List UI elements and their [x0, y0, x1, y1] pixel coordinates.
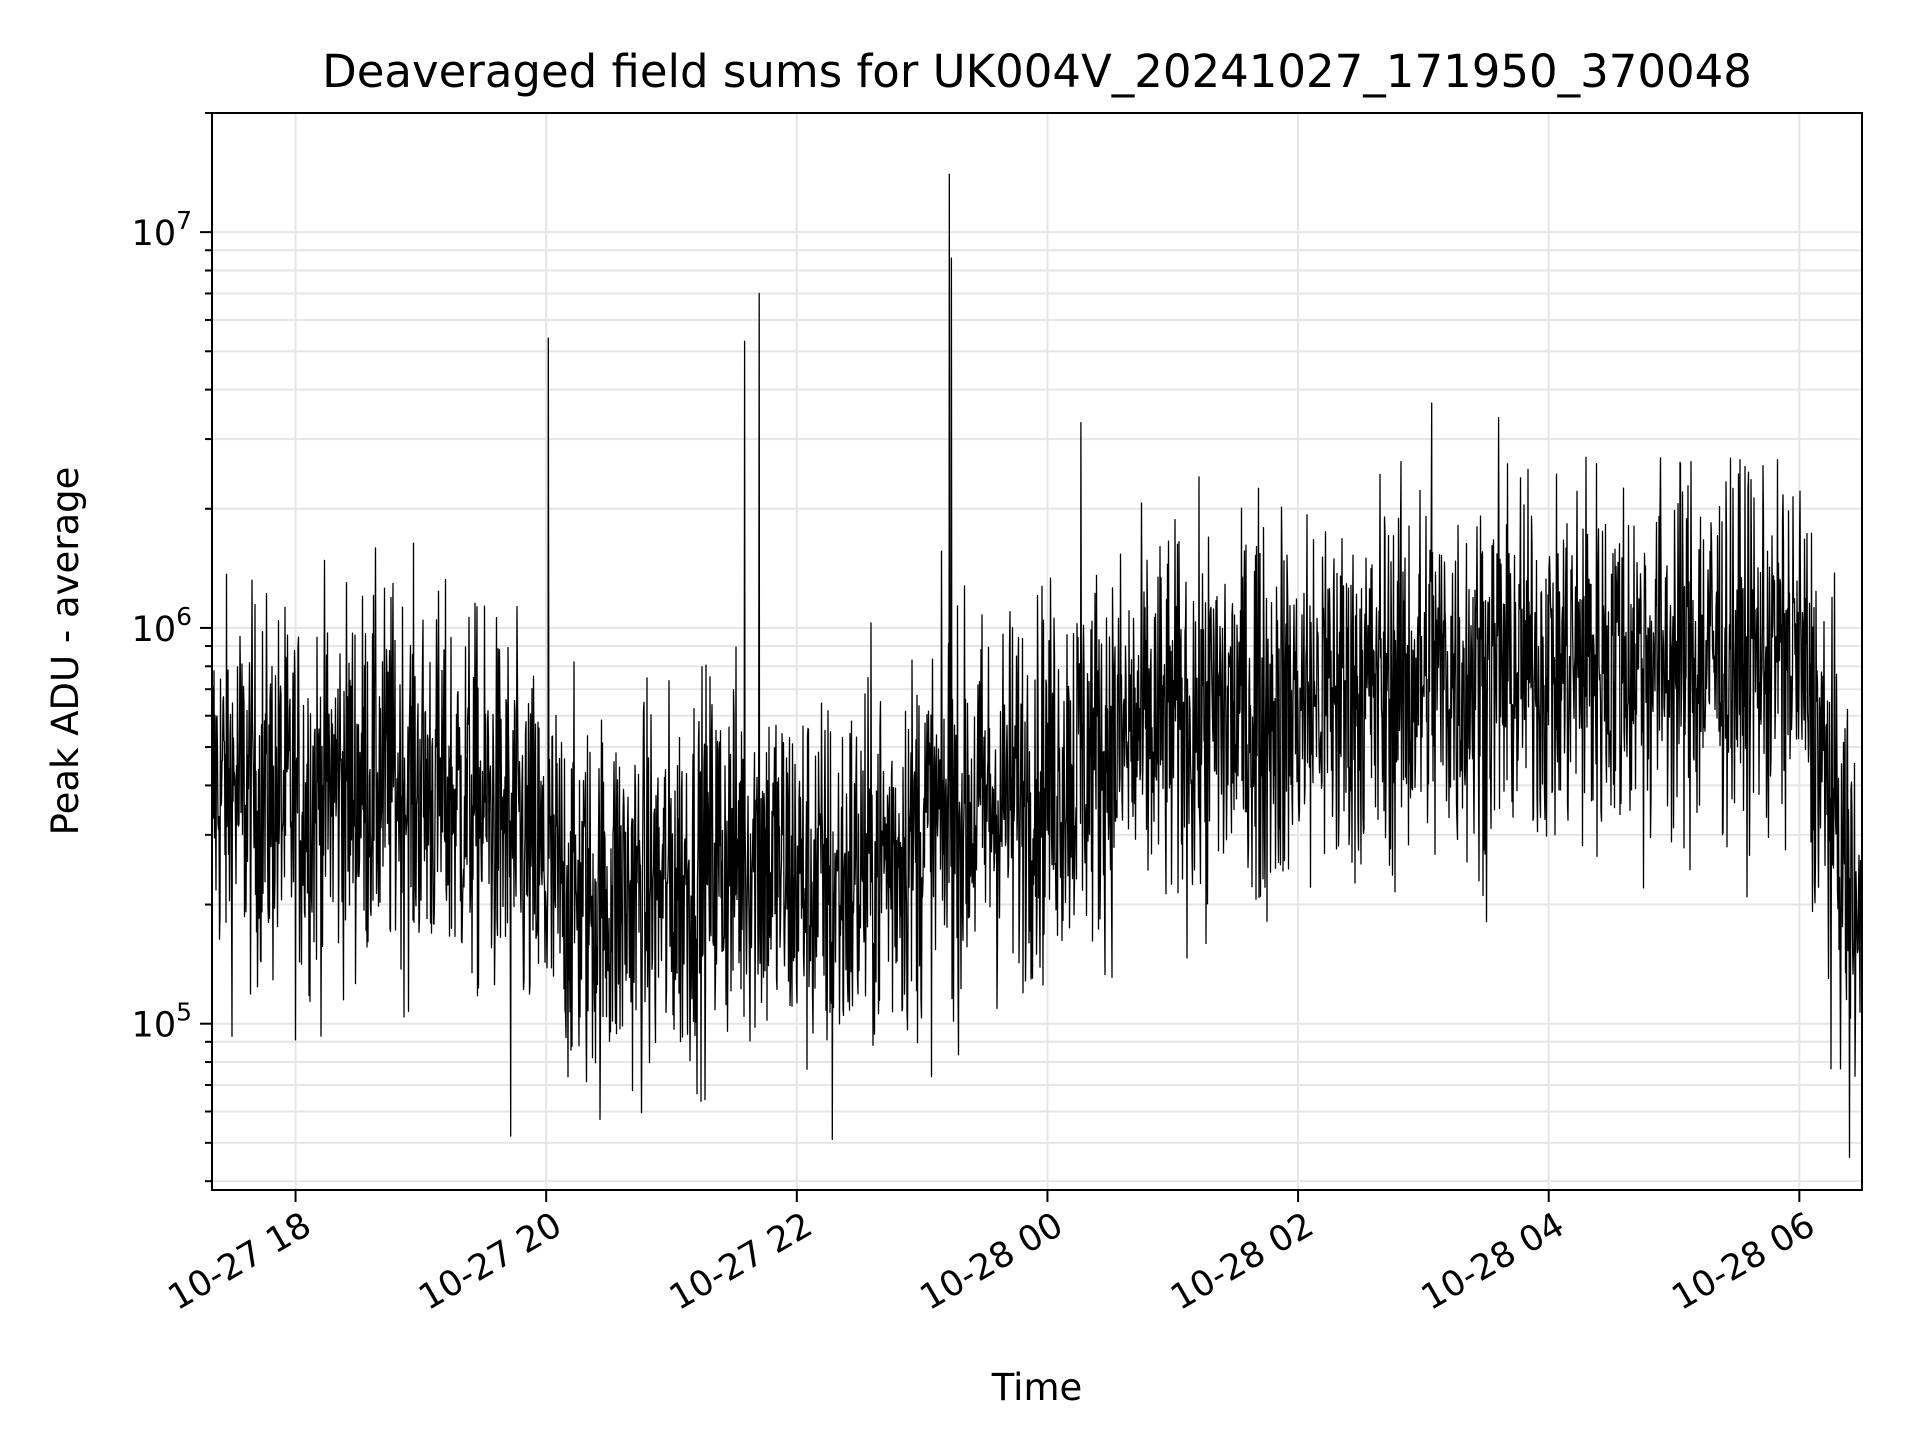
- y-axis: 105 106 107: [132, 112, 212, 1183]
- x-axis-label: Time: [991, 1366, 1083, 1409]
- y-tick-label: 107: [132, 206, 192, 254]
- plot-frame: [211, 112, 1863, 1191]
- series-layer: [211, 173, 1863, 1158]
- y-axis-label: Peak ADU - average: [44, 467, 87, 836]
- chart-title: Deaveraged field sums for UK004V_2024102…: [322, 45, 1752, 98]
- series-line: [211, 173, 1863, 1158]
- y-tick-label: 105: [132, 998, 192, 1046]
- y-tick-label: 106: [132, 602, 192, 650]
